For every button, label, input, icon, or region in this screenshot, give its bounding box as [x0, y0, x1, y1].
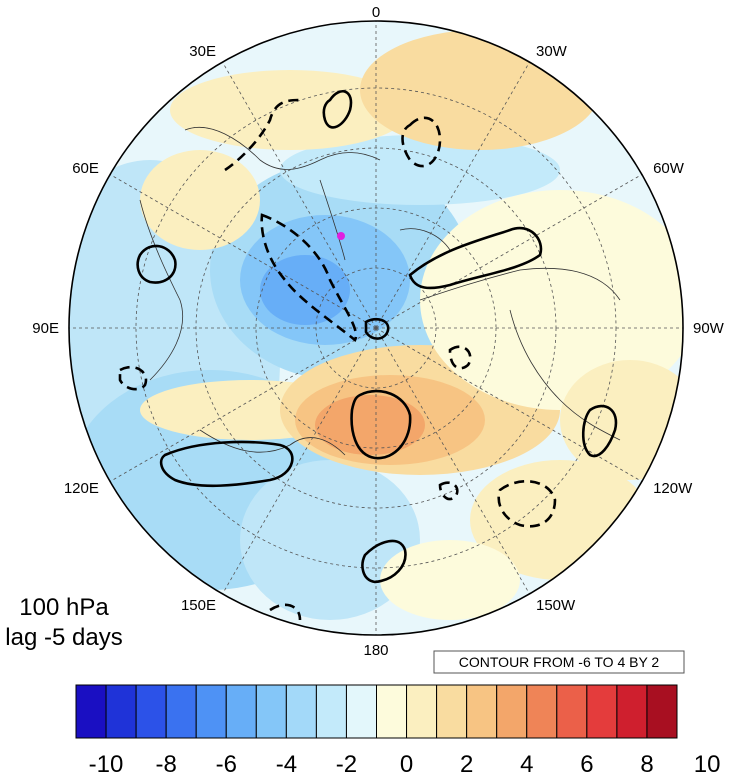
shaded-field [69, 30, 683, 620]
colorbar-swatch [586, 684, 618, 739]
contour-negative-north [401, 116, 442, 168]
contour-negative-pacific-east [497, 480, 557, 528]
contour-info-box [433, 650, 685, 674]
contour-positive-south [361, 539, 407, 584]
coastline-scandinavia [319, 179, 346, 261]
contour-negative-europe [224, 98, 301, 172]
field-cream-south [380, 540, 520, 620]
colorbar-tick-label: 4 [520, 751, 533, 778]
longitude-label: 120W [653, 480, 693, 497]
longitude-label: 90W [693, 320, 725, 337]
longitude-labels: 0 30W 60W 90W 120W 150W 180 150E 120E 90E 60E 30E [32, 4, 724, 659]
colorbar-swatch [315, 684, 347, 739]
colorbar-tick-label: -6 [216, 751, 237, 778]
level-label: 100 hPa [19, 594, 109, 621]
colorbar-swatch [195, 684, 227, 739]
longitude-label: 90E [32, 320, 59, 337]
contour-negative-small [438, 481, 459, 501]
colorbar-tick-label: 6 [580, 751, 593, 778]
field-lightblue-south [240, 460, 420, 620]
colorbar-swatch [616, 684, 648, 739]
colorbar-swatch [135, 684, 167, 739]
colorbar-swatch [285, 684, 317, 739]
longitude-label: 180 [363, 642, 388, 659]
colorbar-tick-label: -2 [336, 751, 357, 778]
colorbar-tick-label: 10 [694, 751, 721, 778]
contour-negative-alaska [448, 345, 472, 370]
colorbar-swatch [105, 684, 137, 739]
contour-positive-west [136, 244, 177, 284]
colorbar-swatch [526, 684, 558, 739]
field-cream-america [420, 190, 683, 410]
contours [118, 90, 618, 621]
colorbar-tick-label: 8 [640, 751, 653, 778]
map-disc [69, 21, 683, 635]
contour-positive-arctic-canada [408, 226, 543, 290]
colorbar: -10 -8 -6 -4 -2 0 2 4 6 8 10 [75, 684, 721, 778]
colorbar-swatch [255, 684, 287, 739]
contour-positive-east [581, 404, 618, 458]
colorbar-swatch [436, 684, 468, 739]
colorbar-swatch [376, 684, 408, 739]
contour-positive-pacific [350, 389, 412, 460]
contour-positive-pole [364, 317, 390, 340]
colorbar-swatch [165, 684, 197, 739]
colorbar-swatch [225, 684, 257, 739]
field-yellow-europe [170, 70, 410, 150]
graticule [69, 21, 683, 635]
contour-negative-south [269, 603, 302, 621]
map-border [68, 20, 684, 636]
colorbar-swatch [556, 684, 588, 739]
longitude-label: 0 [372, 4, 380, 21]
lag-label: lag -5 days [5, 624, 122, 651]
coastline-asia-west [139, 199, 184, 381]
colorbar-tick-label: 0 [400, 751, 413, 778]
colorbar-swatch [646, 684, 678, 739]
colorbar-swatch [345, 684, 378, 739]
longitude-label: 30W [536, 43, 568, 60]
longitude-label: 150W [536, 597, 576, 614]
contour-info: CONTOUR FROM -6 TO 4 BY 2 [459, 654, 660, 670]
colorbar-tick-label: -4 [276, 751, 297, 778]
longitude-label: 30E [189, 43, 216, 60]
longitude-label: 120E [64, 480, 99, 497]
colorbar-swatch [466, 684, 498, 739]
coastline-asia-east [199, 429, 346, 456]
field-yellow-west [140, 150, 260, 250]
contour-positive-asia [159, 440, 294, 488]
contour-negative-center [260, 213, 358, 343]
coastline-europe [184, 126, 381, 170]
longitude-label: 60W [653, 160, 685, 177]
field-orange-core [315, 395, 425, 455]
coastline-us [509, 309, 621, 441]
colorbar-swatch [496, 684, 528, 739]
coastline-greenland [399, 228, 451, 251]
contour-positive-north [322, 90, 353, 129]
colorbar-swatch [75, 684, 107, 739]
colorbar-tick-label: -8 [156, 751, 177, 778]
colorbar-tick-label: 2 [460, 751, 473, 778]
base-point-marker [337, 232, 345, 240]
coastline-canada [419, 267, 621, 301]
longitude-label: 150E [181, 597, 216, 614]
colorbar-swatch [406, 684, 438, 739]
colorbar-tick-label: -10 [89, 751, 124, 778]
longitude-label: 60E [72, 160, 99, 177]
coastlines [139, 126, 621, 456]
contour-negative-asia-west [118, 365, 148, 391]
